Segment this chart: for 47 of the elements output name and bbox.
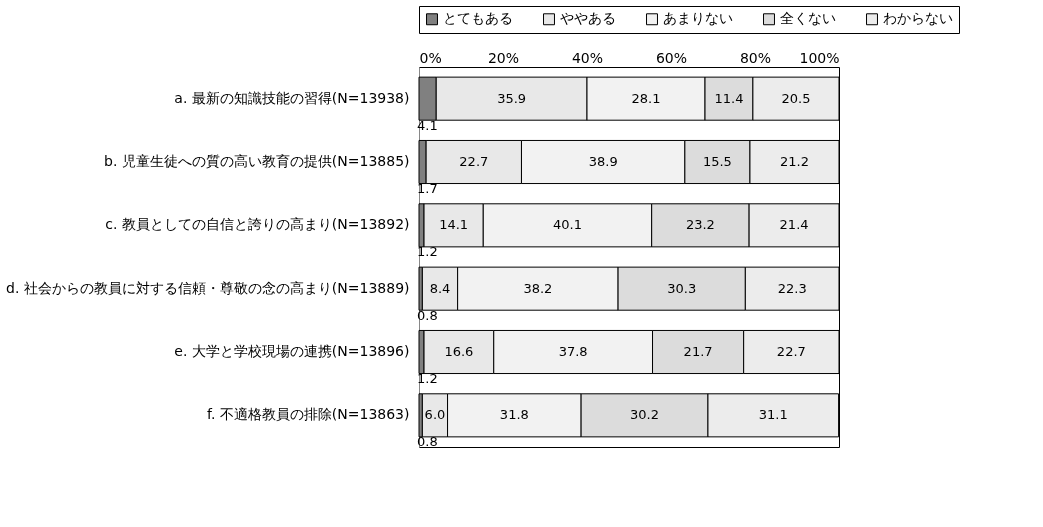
- data-label: 14.1: [439, 217, 469, 233]
- y-tick-label: f. 不適格教員の排除(N=13863): [207, 406, 410, 423]
- x-tick-label: 20%: [487, 49, 520, 66]
- data-label: 15.5: [702, 154, 732, 169]
- x-tick-label: 60%: [655, 49, 688, 66]
- data-label: 31.1: [758, 407, 788, 423]
- data-label: 31.8: [499, 407, 529, 423]
- y-tick-label: e. 大学と学校現場の連携(N=13896): [174, 343, 410, 359]
- data-label: 1.2: [417, 371, 438, 386]
- data-label: 1.7: [417, 181, 438, 196]
- data-label: 40.1: [552, 217, 582, 233]
- data-label: 20.5: [781, 90, 811, 106]
- data-label: 23.2: [685, 217, 715, 233]
- legend-label: とてもある: [443, 10, 513, 27]
- data-label: 28.1: [631, 90, 661, 106]
- data-label: 22.7: [776, 344, 806, 359]
- data-label: 21.2: [780, 154, 809, 169]
- data-label: 4.1: [417, 117, 438, 133]
- data-label: 16.6: [444, 344, 474, 359]
- data-label: 22.3: [777, 280, 807, 296]
- y-tick-label: a. 最新の知識技能の習得(N=13938): [174, 89, 410, 106]
- data-label: 30.2: [630, 407, 660, 423]
- data-label: 0.8: [417, 307, 438, 323]
- y-tick-label: b. 児童生徒への質の高い教育の提供(N=13885): [104, 153, 410, 169]
- data-label: 6.0: [424, 407, 446, 423]
- y-tick-label: d. 社会からの教員に対する信頼・尊敬の念の高まり(N=13889): [6, 279, 410, 296]
- legend-label: あまりない: [663, 10, 733, 27]
- data-label: 22.7: [459, 154, 489, 169]
- legend-label: ややある: [560, 10, 616, 27]
- data-label: 30.3: [667, 280, 697, 296]
- data-label: 21.4: [779, 217, 809, 233]
- data-label: 0.8: [417, 434, 438, 450]
- x-tick-label: 80%: [739, 49, 772, 66]
- legend-label: 全くない: [780, 10, 836, 27]
- data-label: 21.7: [683, 344, 713, 359]
- data-label: 37.8: [558, 344, 588, 359]
- data-label: 38.9: [588, 154, 618, 169]
- x-tick-label: 40%: [571, 49, 604, 66]
- x-tick-label: 100%: [799, 49, 840, 66]
- x-tick-label: 0%: [419, 49, 442, 66]
- data-label: 35.9: [497, 90, 527, 106]
- data-label: 8.4: [429, 280, 451, 296]
- data-label: 38.2: [523, 280, 553, 296]
- data-label: 1.2: [417, 244, 438, 260]
- y-tick-label: c. 教員としての自信と誇りの高まり(N=13892): [105, 216, 410, 233]
- data-label: 11.4: [714, 90, 744, 106]
- legend-label: わからない: [883, 10, 953, 27]
